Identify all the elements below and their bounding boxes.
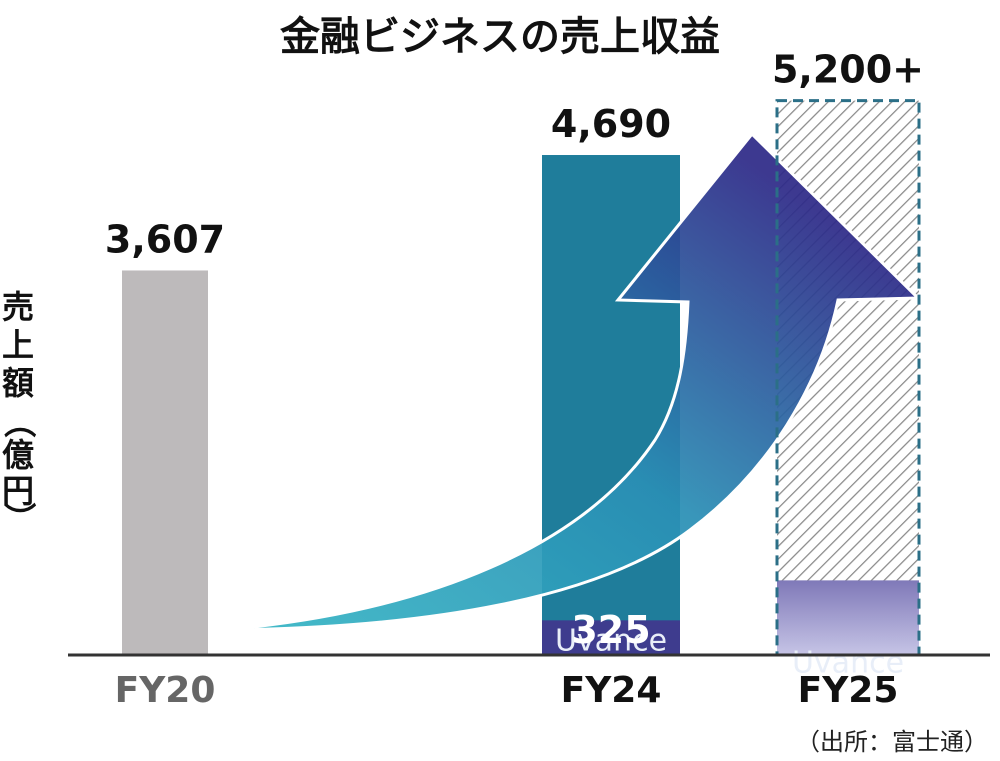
y-axis-label-char: 円: [2, 472, 34, 510]
y-axis-label-char: 上: [2, 326, 34, 364]
bar-fy25-outline: [775, 99, 921, 657]
x-tick-label-fy20: FY20: [115, 670, 216, 711]
y-axis-label-char: 売: [2, 288, 34, 326]
y-axis-label-char: （: [0, 406, 38, 438]
bar-uvance-fy24: [542, 620, 680, 655]
source-note: （出所：富士通）: [796, 728, 988, 756]
chart-title: 金融ビジネスの売上収益: [279, 14, 720, 60]
bar-uvance-fy25: [777, 580, 919, 655]
value-label-fy25: 5,200+: [772, 48, 924, 92]
value-label-fy20: 3,607: [105, 217, 225, 261]
bar-fy20: [122, 270, 208, 655]
y-axis-label-char: 億: [2, 436, 34, 474]
uvance-value-fy24: 325: [571, 608, 650, 652]
value-label-fy24: 4,690: [551, 102, 671, 146]
uvance-value-fy25: 700+: [792, 685, 903, 729]
x-tick-label-fy25: FY25: [798, 670, 899, 711]
uvance-label-fy24: Uvance: [555, 623, 667, 658]
y-axis-label-char: ）: [0, 502, 38, 534]
y-axis-label: 売 上 額 （ 億 円 ）: [0, 288, 38, 534]
uvance-label-fy25: Uvance: [792, 645, 904, 680]
x-tick-label-fy24: FY24: [561, 670, 662, 711]
growth-arrow: [221, 131, 922, 632]
y-axis-label-char: 額: [2, 364, 34, 402]
